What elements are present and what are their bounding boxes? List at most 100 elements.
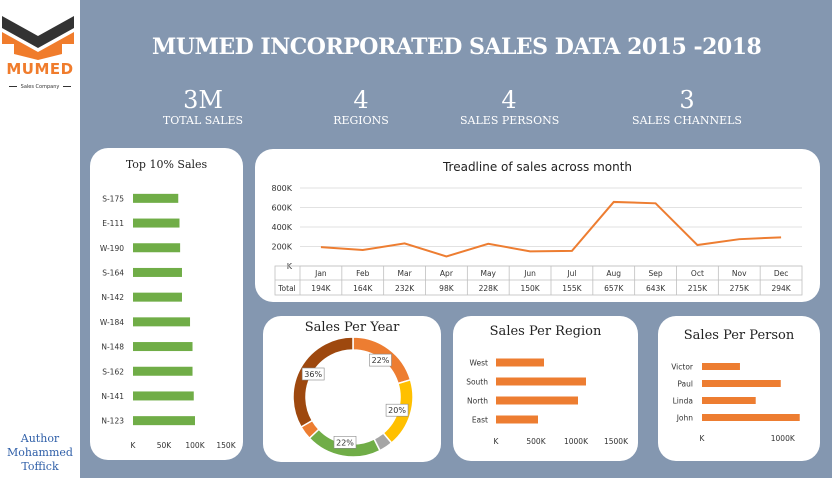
month-label: Jun <box>523 269 536 278</box>
kpi-regions: 4 REGIONS <box>320 86 402 128</box>
kpi-value: 3M <box>183 86 223 114</box>
data-table-value: 232K <box>395 284 415 293</box>
kpi-sales-channels: 3 SALES CHANNELS <box>626 86 748 128</box>
bar <box>133 317 191 327</box>
category-label: Paul <box>677 380 693 389</box>
region-card: Sales Per Region West South North East K 500K… <box>453 316 638 461</box>
page-title: MUMED INCORPORATED SALES DATA 2015 -2018 <box>152 34 762 60</box>
year-chart: 22% 20% 22% 36% <box>292 336 414 458</box>
axis-tick-label: K <box>131 441 137 450</box>
person-chart: Victor Paul Linda John K 1000K <box>671 363 800 443</box>
data-table-value: 275K <box>730 284 750 293</box>
kpi-label: REGIONS <box>333 114 389 127</box>
bar <box>133 391 194 401</box>
bar <box>133 193 179 203</box>
author-last-name: Toffick <box>21 460 59 473</box>
author-label: Author <box>20 432 60 445</box>
axis-tick-label: K <box>700 434 706 443</box>
category-label: Linda <box>673 397 693 406</box>
category-label: N-148 <box>101 343 124 352</box>
month-label: Apr <box>440 269 454 278</box>
chart-title: Sales Per Region <box>489 324 602 339</box>
category-label: West <box>470 359 488 368</box>
category-label: S-164 <box>102 268 124 277</box>
axis-tick-label: K <box>287 262 293 271</box>
month-label: Jul <box>566 269 576 278</box>
category-label: John <box>676 414 694 423</box>
kpi-label: SALES PERSONS <box>460 114 560 127</box>
data-table-value: 643K <box>646 284 666 293</box>
bar <box>133 416 195 426</box>
year-card: Sales Per Year 22% 20% 22% 36% <box>263 316 441 462</box>
kpi-value: 4 <box>353 86 369 114</box>
data-table-value: 194K <box>311 284 331 293</box>
mumed-logo-icon <box>2 16 74 60</box>
author-credit: Author Mohammed Toffick <box>0 432 80 474</box>
month-label: Feb <box>356 269 370 278</box>
author-first-name: Mohammed <box>7 446 73 459</box>
category-label: North <box>467 397 488 406</box>
month-label: Dec <box>774 269 789 278</box>
data-label-box <box>369 353 392 367</box>
top-sales-chart: S-175 E-111 W-190 S-164 N-142 W-184 N-148 S-162… <box>100 193 237 450</box>
brand-tagline: Sales Company <box>0 84 80 90</box>
category-label: N-141 <box>101 392 124 401</box>
category-label: S-175 <box>102 194 124 203</box>
sidebar: MUMED Sales Company Author Mohammed Toff… <box>0 0 80 478</box>
trend-card: Treadline of sales across month K 200K 400… <box>255 149 820 302</box>
axis-tick-label: 800K <box>271 184 292 193</box>
kpi-sales-persons: 4 SALES PERSONS <box>460 86 560 128</box>
data-table-value: 215K <box>688 284 708 293</box>
bar <box>702 414 800 421</box>
data-label-box <box>385 403 409 417</box>
axis-tick-label: 100K <box>185 441 205 450</box>
month-label: Nov <box>732 269 747 278</box>
data-label: 22% <box>336 438 354 447</box>
category-label: E-111 <box>102 219 124 228</box>
data-label-box <box>301 367 325 381</box>
axis-tick-label: 400K <box>271 223 292 232</box>
bar <box>496 396 578 405</box>
month-label: Sep <box>649 269 663 278</box>
category-label: W-184 <box>100 318 124 327</box>
bar <box>133 292 182 302</box>
category-label: N-123 <box>101 417 124 426</box>
data-label: 20% <box>388 406 406 415</box>
month-label: May <box>480 269 496 278</box>
axis-tick-label: 600K <box>271 204 292 213</box>
axis-tick-label: 1500K <box>604 437 629 446</box>
kpi-label: SALES CHANNELS <box>632 114 742 127</box>
axis-tick-label: 200K <box>271 243 292 252</box>
category-label: East <box>472 416 488 425</box>
bar <box>133 366 193 376</box>
data-table-value: 155K <box>562 284 582 293</box>
month-label: Mar <box>398 269 413 278</box>
chart-title: Sales Per Year <box>304 320 400 335</box>
data-table-value: 228K <box>479 284 499 293</box>
bar <box>496 415 538 424</box>
data-table-value: 164K <box>353 284 373 293</box>
top-sales-card: Top 10% Sales S-175 E-111 W-190 S-164 N-142 W… <box>90 148 243 460</box>
data-table-value: 294K <box>771 284 791 293</box>
data-table-row-label: Total <box>277 284 296 293</box>
bar <box>133 243 181 253</box>
category-label: N-142 <box>101 293 124 302</box>
chart-title: Treadline of sales across month <box>442 160 633 174</box>
data-label: 36% <box>304 370 322 379</box>
data-table-value: 98K <box>439 284 455 293</box>
data-table-value: 150K <box>520 284 540 293</box>
month-label: Jan <box>314 269 327 278</box>
axis-tick-label: 500K <box>526 437 546 446</box>
kpi-value: 3 <box>679 86 695 114</box>
month-label: Aug <box>606 269 621 278</box>
category-label: S-162 <box>102 367 124 376</box>
bar <box>702 380 781 387</box>
brand-name: MUMED <box>6 60 74 78</box>
bar <box>133 267 182 277</box>
kpi-value: 4 <box>501 86 517 114</box>
kpi-total-sales: 3M TOTAL SALES <box>160 86 246 128</box>
month-label: Oct <box>691 269 704 278</box>
data-table-border <box>274 265 803 296</box>
series-line <box>320 200 782 258</box>
